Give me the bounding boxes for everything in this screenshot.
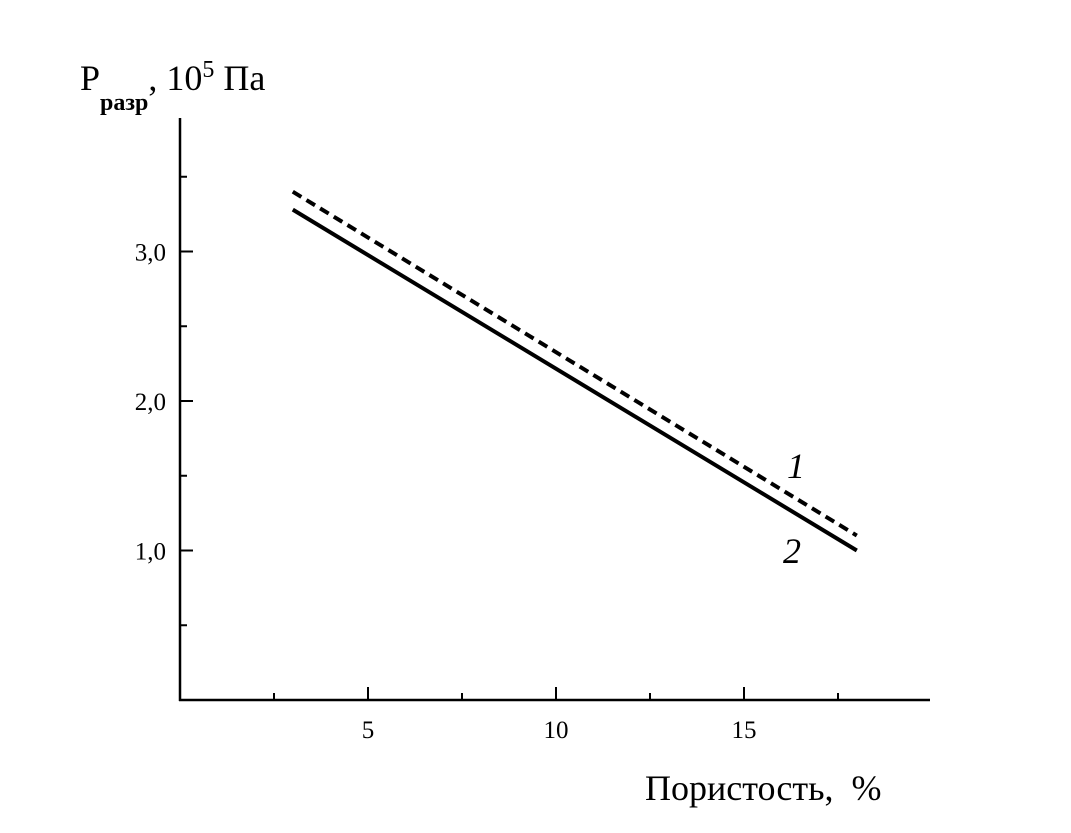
y-tick-label-2: 3,0 xyxy=(135,240,166,267)
x-axis-title: Пористость, % xyxy=(645,768,882,808)
series-line-1 xyxy=(291,189,858,538)
y-axis-title-unit-suffix: Па xyxy=(214,58,265,98)
x-axis-ticks: 5 10 15 xyxy=(273,687,839,744)
x-tick-label-0: 5 xyxy=(362,717,375,744)
y-axis-title: Pразр, 105 Па xyxy=(80,57,265,116)
series-line-2 xyxy=(291,207,858,553)
series-label-2: 2 xyxy=(783,531,801,571)
x-tick-label-1: 10 xyxy=(544,717,569,744)
series-lines xyxy=(291,189,858,553)
y-tick-label-1: 2,0 xyxy=(135,389,166,416)
y-axis-title-superscript: 5 xyxy=(202,57,214,83)
x-tick-label-2: 15 xyxy=(732,717,757,744)
y-axis-ticks: 1,0 2,0 3,0 xyxy=(135,175,193,627)
y-axis-title-main: P xyxy=(80,58,100,98)
y-axis-title-unit-prefix: , 10 xyxy=(148,58,202,98)
series-label-1: 1 xyxy=(787,446,805,486)
y-tick-label-0: 1,0 xyxy=(135,539,166,566)
y-axis-title-subscript: разр xyxy=(100,90,148,116)
